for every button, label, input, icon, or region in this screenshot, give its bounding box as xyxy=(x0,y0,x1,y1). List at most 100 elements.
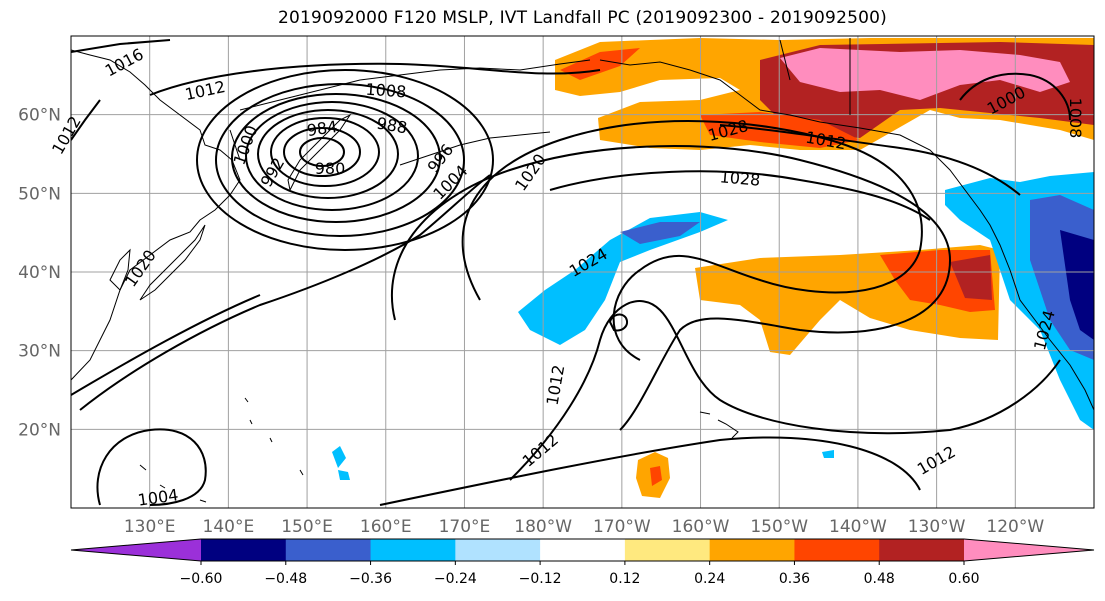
svg-text:1012: 1012 xyxy=(543,363,569,406)
coast-pacific-islands-1 xyxy=(244,397,304,476)
contour-label: 1008 xyxy=(1066,98,1085,139)
contour-label: 984 xyxy=(306,117,339,140)
contour-label: 980 xyxy=(315,159,346,178)
contour-label: 1020 xyxy=(511,150,550,194)
latitude-labels: 20°N 30°N 40°N 50°N 60°N xyxy=(18,106,61,441)
colorbar-bin xyxy=(624,539,711,561)
colorbar-bin xyxy=(879,539,965,561)
longitude-label: 180°W xyxy=(514,517,572,537)
svg-text:980: 980 xyxy=(315,159,346,178)
map-frame xyxy=(70,35,1095,509)
colorbar-extend-low xyxy=(71,539,203,561)
contour-1016 xyxy=(71,39,171,53)
shade-pacific-darkred xyxy=(950,255,992,300)
contour-1004 xyxy=(215,83,465,237)
contour-label: 1020 xyxy=(121,246,160,290)
latitude-label: 50°N xyxy=(18,184,61,204)
colorbar-tick-label: −0.60 xyxy=(180,571,223,587)
svg-text:1000: 1000 xyxy=(230,123,262,168)
contour-996 xyxy=(245,101,419,211)
contour-1012-center xyxy=(509,300,1061,481)
contour-label: 1016 xyxy=(102,44,147,80)
longitude-label: 120°W xyxy=(986,517,1044,537)
svg-text:984: 984 xyxy=(306,117,339,140)
svg-text:992: 992 xyxy=(257,154,289,190)
contour-1028 xyxy=(549,170,931,221)
contour-992 xyxy=(257,109,399,199)
contour-1000 xyxy=(231,93,441,223)
svg-text:988: 988 xyxy=(375,113,408,137)
contour-1012-south xyxy=(379,436,921,506)
svg-text:1012: 1012 xyxy=(183,77,227,104)
colorbar-tick-label: 0.24 xyxy=(694,571,725,587)
svg-text:1008: 1008 xyxy=(1066,98,1085,139)
coast-aleutians xyxy=(399,131,551,166)
longitude-label: 130°W xyxy=(908,517,966,537)
coastlines xyxy=(71,38,1094,503)
contour-label: 1008 xyxy=(365,80,407,102)
coast-siberia xyxy=(239,59,591,111)
contour-1024 xyxy=(390,145,952,431)
contour-1012-sw-loop xyxy=(96,428,207,506)
colorbar-bin xyxy=(794,539,880,561)
contour-984 xyxy=(283,127,361,177)
shade-tropic-blue-2 xyxy=(338,470,350,480)
longitude-label: 160°W xyxy=(672,517,730,537)
longitude-label: 140°W xyxy=(829,517,887,537)
latitude-label: 20°N xyxy=(18,420,61,440)
contour-980 xyxy=(299,137,345,167)
mslp-contours xyxy=(71,39,1071,506)
contour-988 xyxy=(270,117,380,187)
colorbar-tick-label: 0.60 xyxy=(948,571,979,587)
coast-alaska xyxy=(599,59,1094,411)
shade-westcoast-navy xyxy=(1060,230,1094,340)
svg-text:1012: 1012 xyxy=(519,430,562,471)
colorbar-tick-label: −0.36 xyxy=(349,571,392,587)
longitude-label: 170°E xyxy=(439,517,491,537)
longitude-label: 170°W xyxy=(593,517,651,537)
colorbar-ticks: −0.60 −0.48 −0.36 −0.24 −0.12 0.12 0.24 0.36 0.4… xyxy=(180,561,980,587)
longitude-label: 160°E xyxy=(360,517,412,537)
colorbar-tick-label: −0.12 xyxy=(519,571,562,587)
colorbar-bin xyxy=(370,539,456,561)
colorbar-bin xyxy=(285,539,372,561)
colorbar-tick-label: 0.48 xyxy=(864,571,895,587)
svg-text:1008: 1008 xyxy=(365,80,407,102)
contour-alaska-low xyxy=(959,72,1071,121)
coast-hawaii xyxy=(699,411,739,439)
longitude-label: 150°W xyxy=(750,517,808,537)
contour-label: 1012 xyxy=(914,442,959,479)
contour-1012-sw xyxy=(79,174,491,411)
longitude-label: 130°E xyxy=(124,517,176,537)
svg-text:1020: 1020 xyxy=(511,150,550,194)
colorbar-bin xyxy=(201,539,287,561)
shade-alaska-pink xyxy=(780,48,1070,100)
contour-1016-sw xyxy=(71,294,261,396)
longitude-label: 150°E xyxy=(281,517,333,537)
contour-pacific-nw xyxy=(719,124,1021,196)
contour-closed-small xyxy=(608,313,628,332)
latitude-label: 30°N xyxy=(18,342,61,362)
colorbar-bin xyxy=(540,539,626,561)
ivt-shading xyxy=(332,38,1094,498)
shade-tropic-red xyxy=(650,466,662,486)
contour-label: 1004 xyxy=(137,485,180,509)
colorbar-extend-high xyxy=(964,539,1094,561)
shade-alaska-red xyxy=(700,112,860,148)
coast-korea xyxy=(109,248,131,291)
shade-tropic-blue-1 xyxy=(332,446,346,468)
svg-text:1028: 1028 xyxy=(719,167,761,189)
colorbar xyxy=(70,538,1095,562)
shade-pacific-royal xyxy=(620,222,700,244)
coast-japan xyxy=(139,224,206,301)
colorbar-tick-label: −0.48 xyxy=(264,571,307,587)
latitude-label: 40°N xyxy=(18,263,61,283)
map-title: 2019092000 F120 MSLP, IVT Landfall PC (2… xyxy=(278,8,887,28)
contour-label: 1028 xyxy=(719,167,761,189)
contour-label: 1000 xyxy=(230,123,262,168)
colorbar-bin xyxy=(709,539,795,561)
contour-1020 xyxy=(461,120,923,361)
coast-pacific-islands-2 xyxy=(139,464,207,503)
colorbar-tick-label: 0.12 xyxy=(609,571,640,587)
